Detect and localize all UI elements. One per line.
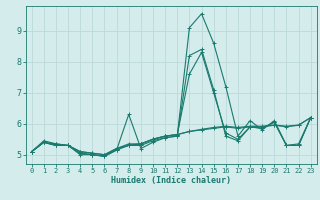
X-axis label: Humidex (Indice chaleur): Humidex (Indice chaleur) — [111, 176, 231, 185]
